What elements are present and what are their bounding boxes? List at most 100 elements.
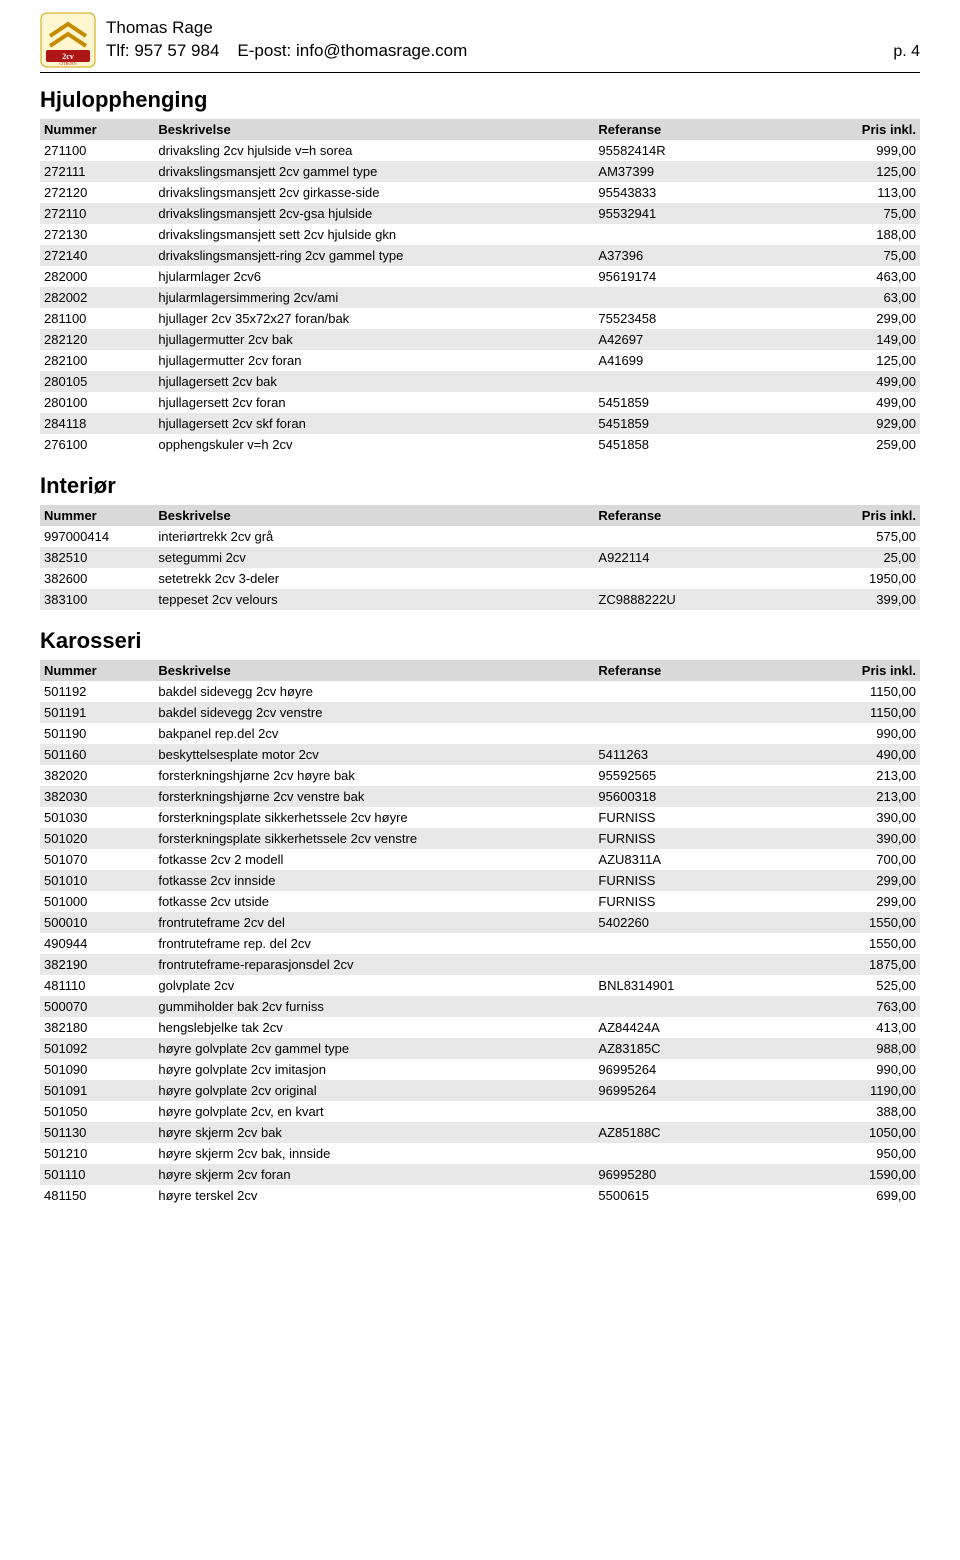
cell-pris: 1950,00 bbox=[753, 568, 920, 589]
cell-beskrivelse: hengslebjelke tak 2cv bbox=[154, 1017, 594, 1038]
cell-nummer: 280100 bbox=[40, 392, 154, 413]
cell-nummer: 282120 bbox=[40, 329, 154, 350]
citroen-2cv-logo: 2cv CITROËN bbox=[40, 12, 96, 68]
cell-referanse: 95592565 bbox=[594, 765, 752, 786]
cell-referanse: 5451858 bbox=[594, 434, 752, 455]
cell-nummer: 501070 bbox=[40, 849, 154, 870]
cell-referanse bbox=[594, 723, 752, 744]
cell-nummer: 501191 bbox=[40, 702, 154, 723]
cell-beskrivelse: gummiholder bak 2cv furniss bbox=[154, 996, 594, 1017]
table-row: 501020forsterkningsplate sikkerhetssele … bbox=[40, 828, 920, 849]
cell-referanse: 95619174 bbox=[594, 266, 752, 287]
table-row: 276100opphengskuler v=h 2cv5451858259,00 bbox=[40, 434, 920, 455]
cell-nummer: 383100 bbox=[40, 589, 154, 610]
cell-beskrivelse: hjullagersett 2cv foran bbox=[154, 392, 594, 413]
cell-referanse: 75523458 bbox=[594, 308, 752, 329]
table-row: 501130høyre skjerm 2cv bakAZ85188C1050,0… bbox=[40, 1122, 920, 1143]
header-text: Thomas Rage Tlf: 957 57 984 E-post: info… bbox=[106, 17, 920, 63]
table-row: 501191bakdel sidevegg 2cv venstre 1150,00 bbox=[40, 702, 920, 723]
cell-referanse: 5402260 bbox=[594, 912, 752, 933]
cell-beskrivelse: frontruteframe 2cv del bbox=[154, 912, 594, 933]
col-pris: Pris inkl. bbox=[753, 660, 920, 681]
cell-beskrivelse: bakdel sidevegg 2cv venstre bbox=[154, 702, 594, 723]
table-row: 282002hjularmlagersimmering 2cv/ami63,00 bbox=[40, 287, 920, 308]
cell-referanse bbox=[594, 954, 752, 975]
page-number: p. 4 bbox=[893, 41, 920, 63]
cell-pris: 63,00 bbox=[753, 287, 920, 308]
page-header: 2cv CITROËN Thomas Rage Tlf: 957 57 984 … bbox=[40, 12, 920, 73]
cell-referanse: FURNISS bbox=[594, 807, 752, 828]
cell-pris: 490,00 bbox=[753, 744, 920, 765]
table-row: 272130drivakslingsmansjett sett 2cv hjul… bbox=[40, 224, 920, 245]
cell-nummer: 501050 bbox=[40, 1101, 154, 1122]
cell-pris: 125,00 bbox=[753, 350, 920, 371]
cell-pris: 125,00 bbox=[753, 161, 920, 182]
cell-pris: 499,00 bbox=[753, 371, 920, 392]
cell-pris: 763,00 bbox=[753, 996, 920, 1017]
cell-referanse bbox=[594, 224, 752, 245]
cell-referanse: 95582414R bbox=[594, 140, 752, 161]
cell-nummer: 481150 bbox=[40, 1185, 154, 1206]
cell-pris: 988,00 bbox=[753, 1038, 920, 1059]
cell-nummer: 280105 bbox=[40, 371, 154, 392]
header-email: E-post: info@thomasrage.com bbox=[237, 40, 893, 63]
col-referanse: Referanse bbox=[594, 505, 752, 526]
cell-beskrivelse: setegummi 2cv bbox=[154, 547, 594, 568]
cell-pris: 1190,00 bbox=[753, 1080, 920, 1101]
cell-nummer: 490944 bbox=[40, 933, 154, 954]
col-pris: Pris inkl. bbox=[753, 505, 920, 526]
cell-referanse: 95532941 bbox=[594, 203, 752, 224]
cell-referanse bbox=[594, 371, 752, 392]
cell-beskrivelse: setetrekk 2cv 3-deler bbox=[154, 568, 594, 589]
cell-pris: 25,00 bbox=[753, 547, 920, 568]
table-row: 282100hjullagermutter 2cv foranA41699125… bbox=[40, 350, 920, 371]
cell-pris: 1150,00 bbox=[753, 702, 920, 723]
cell-referanse bbox=[594, 702, 752, 723]
table-row: 501092høyre golvplate 2cv gammel typeAZ8… bbox=[40, 1038, 920, 1059]
table-row: 280100hjullagersett 2cv foran5451859499,… bbox=[40, 392, 920, 413]
table-row: 272111drivakslingsmansjett 2cv gammel ty… bbox=[40, 161, 920, 182]
cell-nummer: 282000 bbox=[40, 266, 154, 287]
table-row: 501190bakpanel rep.del 2cv990,00 bbox=[40, 723, 920, 744]
cell-referanse: ZC9888222U bbox=[594, 589, 752, 610]
cell-nummer: 997000414 bbox=[40, 526, 154, 547]
cell-pris: 259,00 bbox=[753, 434, 920, 455]
col-pris: Pris inkl. bbox=[753, 119, 920, 140]
cell-beskrivelse: hjularmlagersimmering 2cv/ami bbox=[154, 287, 594, 308]
cell-referanse: A922114 bbox=[594, 547, 752, 568]
cell-pris: 299,00 bbox=[753, 308, 920, 329]
cell-referanse: 96995280 bbox=[594, 1164, 752, 1185]
cell-nummer: 382600 bbox=[40, 568, 154, 589]
cell-beskrivelse: fotkasse 2cv 2 modell bbox=[154, 849, 594, 870]
section-title: Hjulopphenging bbox=[40, 87, 920, 113]
cell-pris: 390,00 bbox=[753, 828, 920, 849]
table-row: 501091høyre golvplate 2cv original969952… bbox=[40, 1080, 920, 1101]
cell-pris: 399,00 bbox=[753, 589, 920, 610]
table-row: 382600setetrekk 2cv 3-deler 1950,00 bbox=[40, 568, 920, 589]
cell-pris: 213,00 bbox=[753, 786, 920, 807]
cell-pris: 499,00 bbox=[753, 392, 920, 413]
cell-referanse: 95543833 bbox=[594, 182, 752, 203]
cell-beskrivelse: drivakslingsmansjett 2cv gammel type bbox=[154, 161, 594, 182]
svg-text:CITROËN: CITROËN bbox=[59, 61, 76, 66]
header-name: Thomas Rage bbox=[106, 17, 920, 40]
parts-table: NummerBeskrivelseReferansePris inkl.9970… bbox=[40, 505, 920, 610]
cell-referanse bbox=[594, 681, 752, 702]
cell-nummer: 382020 bbox=[40, 765, 154, 786]
section-title: Interiør bbox=[40, 473, 920, 499]
cell-beskrivelse: frontruteframe-reparasjonsdel 2cv bbox=[154, 954, 594, 975]
cell-beskrivelse: drivakslingsmansjett-ring 2cv gammel typ… bbox=[154, 245, 594, 266]
cell-pris: 950,00 bbox=[753, 1143, 920, 1164]
table-row: 382180hengslebjelke tak 2cvAZ84424A413,0… bbox=[40, 1017, 920, 1038]
cell-beskrivelse: høyre golvplate 2cv gammel type bbox=[154, 1038, 594, 1059]
cell-beskrivelse: forsterkningshjørne 2cv høyre bak bbox=[154, 765, 594, 786]
table-row: 501210høyre skjerm 2cv bak, innside950,0… bbox=[40, 1143, 920, 1164]
cell-nummer: 382510 bbox=[40, 547, 154, 568]
cell-pris: 149,00 bbox=[753, 329, 920, 350]
table-row: 501110høyre skjerm 2cv foran969952801590… bbox=[40, 1164, 920, 1185]
cell-pris: 700,00 bbox=[753, 849, 920, 870]
cell-pris: 1875,00 bbox=[753, 954, 920, 975]
svg-text:2cv: 2cv bbox=[62, 52, 74, 61]
cell-referanse: 5411263 bbox=[594, 744, 752, 765]
table-row: 501192bakdel sidevegg 2cv høyre1150,00 bbox=[40, 681, 920, 702]
